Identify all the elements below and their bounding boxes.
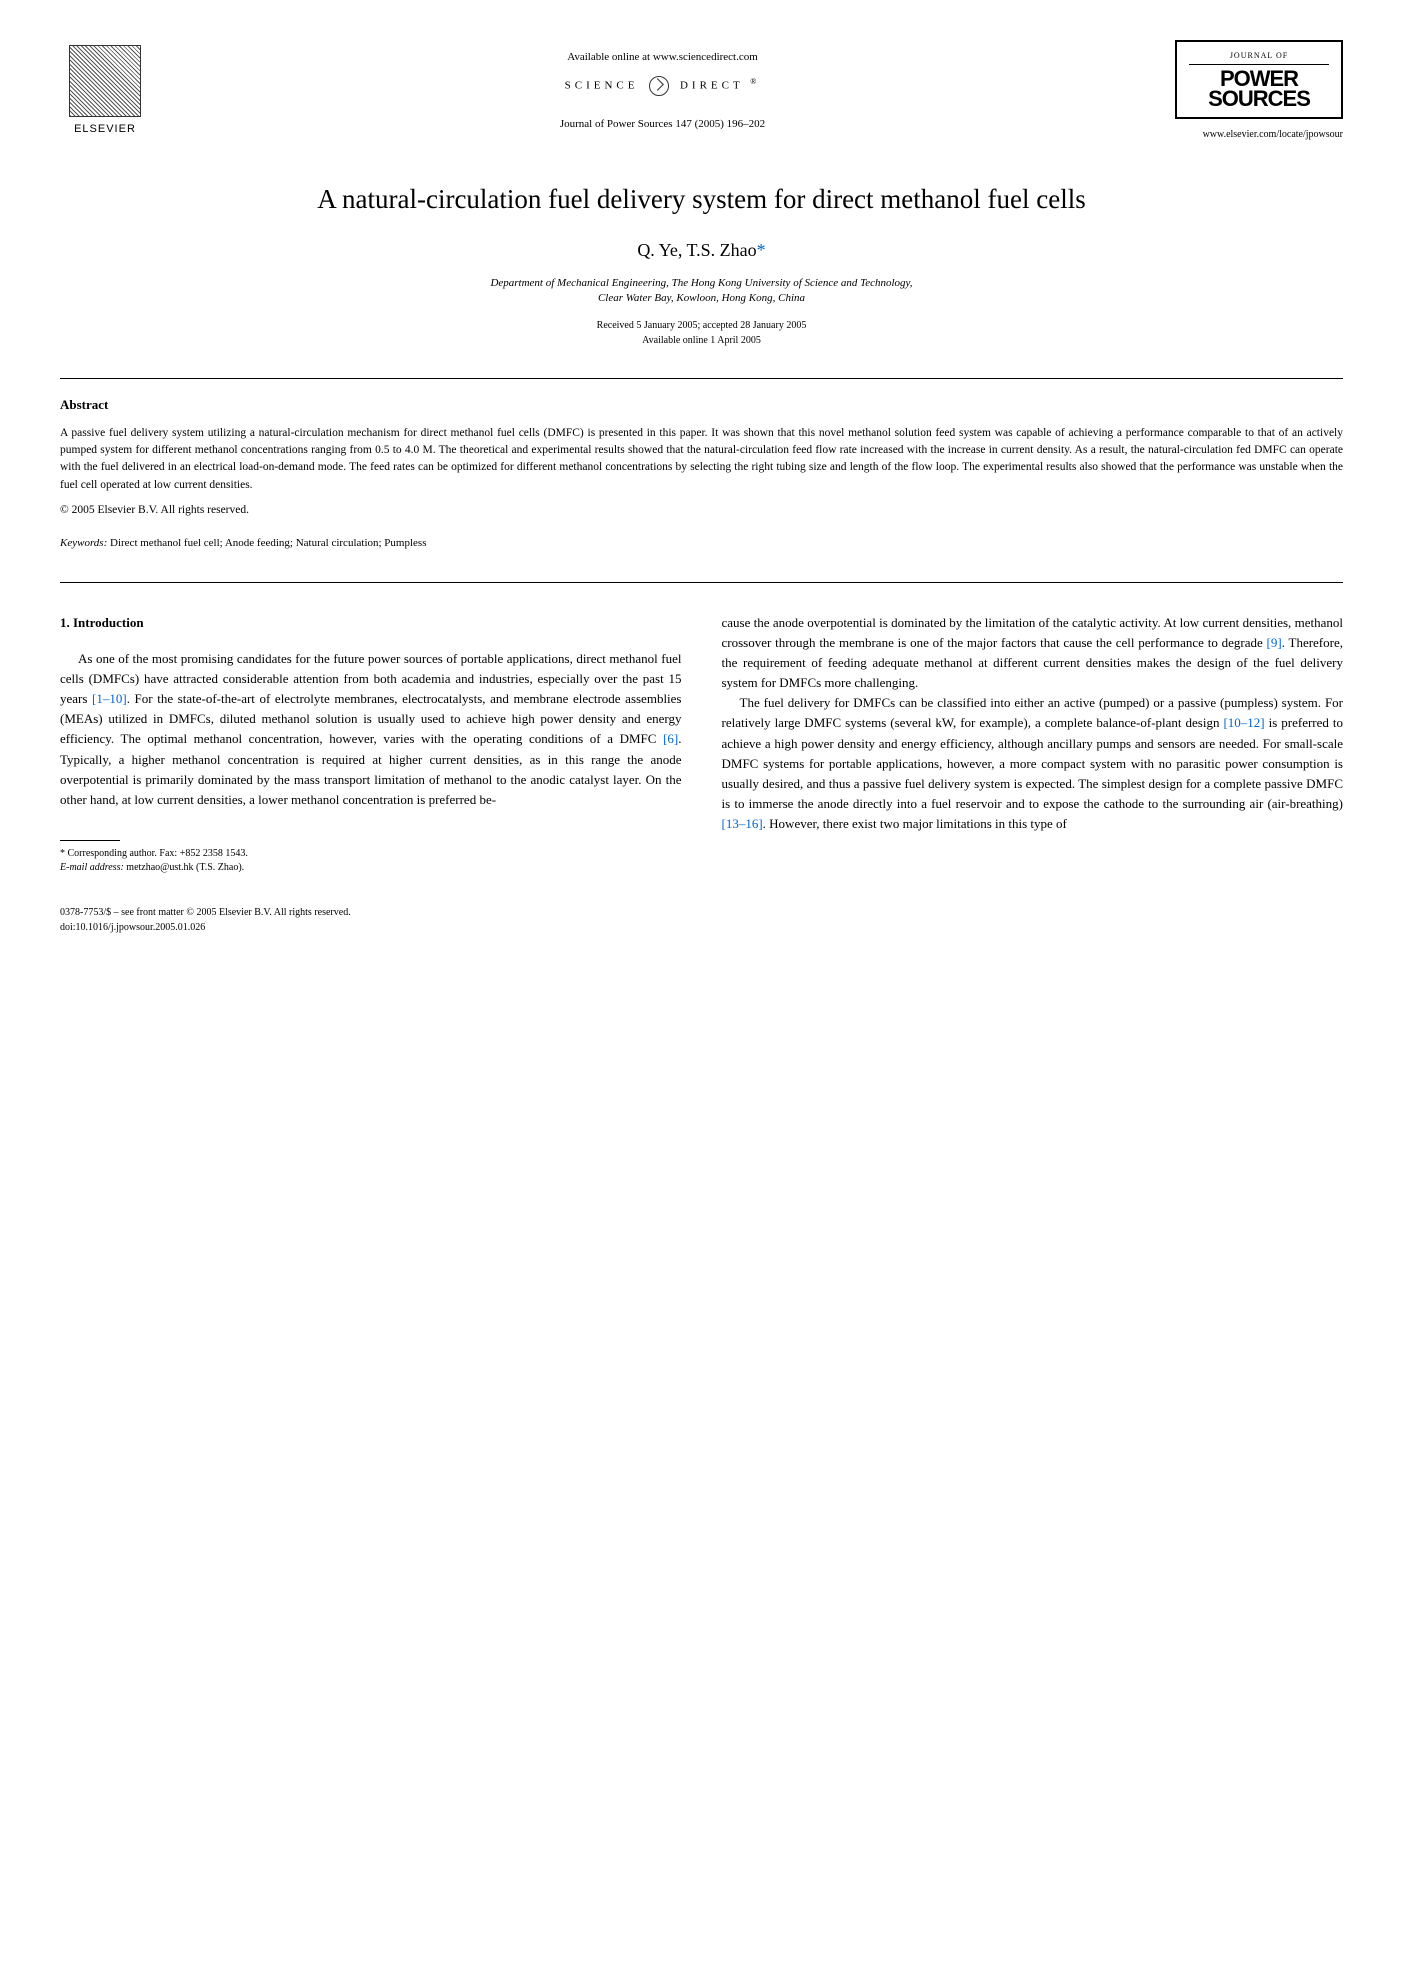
- center-header-info: Available online at www.sciencedirect.co…: [150, 49, 1175, 132]
- copyright-text: © 2005 Elsevier B.V. All rights reserved…: [60, 502, 1343, 519]
- footnote-separator: [60, 840, 120, 841]
- science-text: SCIENCE: [565, 79, 639, 91]
- elsevier-logo: ELSEVIER: [60, 45, 150, 138]
- divider: [60, 582, 1343, 583]
- right-column: cause the anode overpotential is dominat…: [722, 613, 1344, 875]
- intro-paragraph-1-cont: cause the anode overpotential is dominat…: [722, 613, 1344, 694]
- available-online-text: Available online at www.sciencedirect.co…: [150, 49, 1175, 66]
- header-row: ELSEVIER Available online at www.science…: [60, 40, 1343, 142]
- journal-citation: Journal of Power Sources 147 (2005) 196–…: [150, 116, 1175, 133]
- journal-of-label: JOURNAL OF: [1189, 50, 1329, 65]
- footer-issn: 0378-7753/$ – see front matter © 2005 El…: [60, 905, 1343, 920]
- intro-paragraph-2: The fuel delivery for DMFCs can be class…: [722, 693, 1344, 834]
- journal-logo-container: JOURNAL OF POWER SOURCES www.elsevier.co…: [1175, 40, 1343, 142]
- affiliation-line1: Department of Mechanical Engineering, Th…: [60, 276, 1343, 291]
- abstract-heading: Abstract: [60, 395, 1343, 415]
- journal-url: www.elsevier.com/locate/jpowsour: [1175, 127, 1343, 142]
- ref-link-1-10[interactable]: [1–10]: [92, 691, 127, 706]
- footer-info: 0378-7753/$ – see front matter © 2005 El…: [60, 905, 1343, 935]
- abstract-text: A passive fuel delivery system utilizing…: [60, 425, 1343, 494]
- journal-sources: SOURCES: [1189, 89, 1329, 109]
- ref-link-6[interactable]: [6]: [663, 731, 678, 746]
- footnote-corresponding: * Corresponding author. Fax: +852 2358 1…: [60, 847, 682, 861]
- science-direct-icon: [649, 76, 669, 96]
- direct-text: DIRECT: [680, 79, 744, 91]
- email-address: metzhao@ust.hk (T.S. Zhao).: [124, 862, 244, 873]
- dates-online: Available online 1 April 2005: [60, 333, 1343, 348]
- authors: Q. Ye, T.S. Zhao*: [60, 237, 1343, 264]
- article-dates: Received 5 January 2005; accepted 28 Jan…: [60, 318, 1343, 348]
- footer-doi: doi:10.1016/j.jpowsour.2005.01.026: [60, 920, 1343, 935]
- footnote-email: E-mail address: metzhao@ust.hk (T.S. Zha…: [60, 861, 682, 875]
- corresponding-star: *: [757, 240, 766, 260]
- elsevier-tree-icon: [69, 45, 141, 117]
- journal-logo: JOURNAL OF POWER SOURCES: [1175, 40, 1343, 119]
- elsevier-text: ELSEVIER: [60, 121, 150, 138]
- keywords-label: Keywords:: [60, 537, 107, 549]
- keywords-text: Direct methanol fuel cell; Anode feeding…: [107, 537, 426, 549]
- two-column-body: 1. Introduction As one of the most promi…: [60, 613, 1343, 875]
- ref-link-13-16[interactable]: [13–16]: [722, 816, 763, 831]
- ref-link-10-12[interactable]: [10–12]: [1223, 715, 1264, 730]
- affiliation: Department of Mechanical Engineering, Th…: [60, 276, 1343, 307]
- section-1-heading: 1. Introduction: [60, 613, 682, 633]
- article-title: A natural-circulation fuel delivery syst…: [188, 182, 1214, 217]
- dates-received: Received 5 January 2005; accepted 28 Jan…: [60, 318, 1343, 333]
- email-label: E-mail address:: [60, 862, 124, 873]
- divider: [60, 378, 1343, 379]
- intro-paragraph-1: As one of the most promising candidates …: [60, 649, 682, 810]
- keywords: Keywords: Direct methanol fuel cell; Ano…: [60, 535, 1343, 552]
- authors-names: Q. Ye, T.S. Zhao: [637, 240, 756, 260]
- science-direct-logo: SCIENCE DIRECT ®: [150, 76, 1175, 96]
- left-column: 1. Introduction As one of the most promi…: [60, 613, 682, 875]
- affiliation-line2: Clear Water Bay, Kowloon, Hong Kong, Chi…: [60, 291, 1343, 306]
- ref-link-9[interactable]: [9]: [1267, 635, 1282, 650]
